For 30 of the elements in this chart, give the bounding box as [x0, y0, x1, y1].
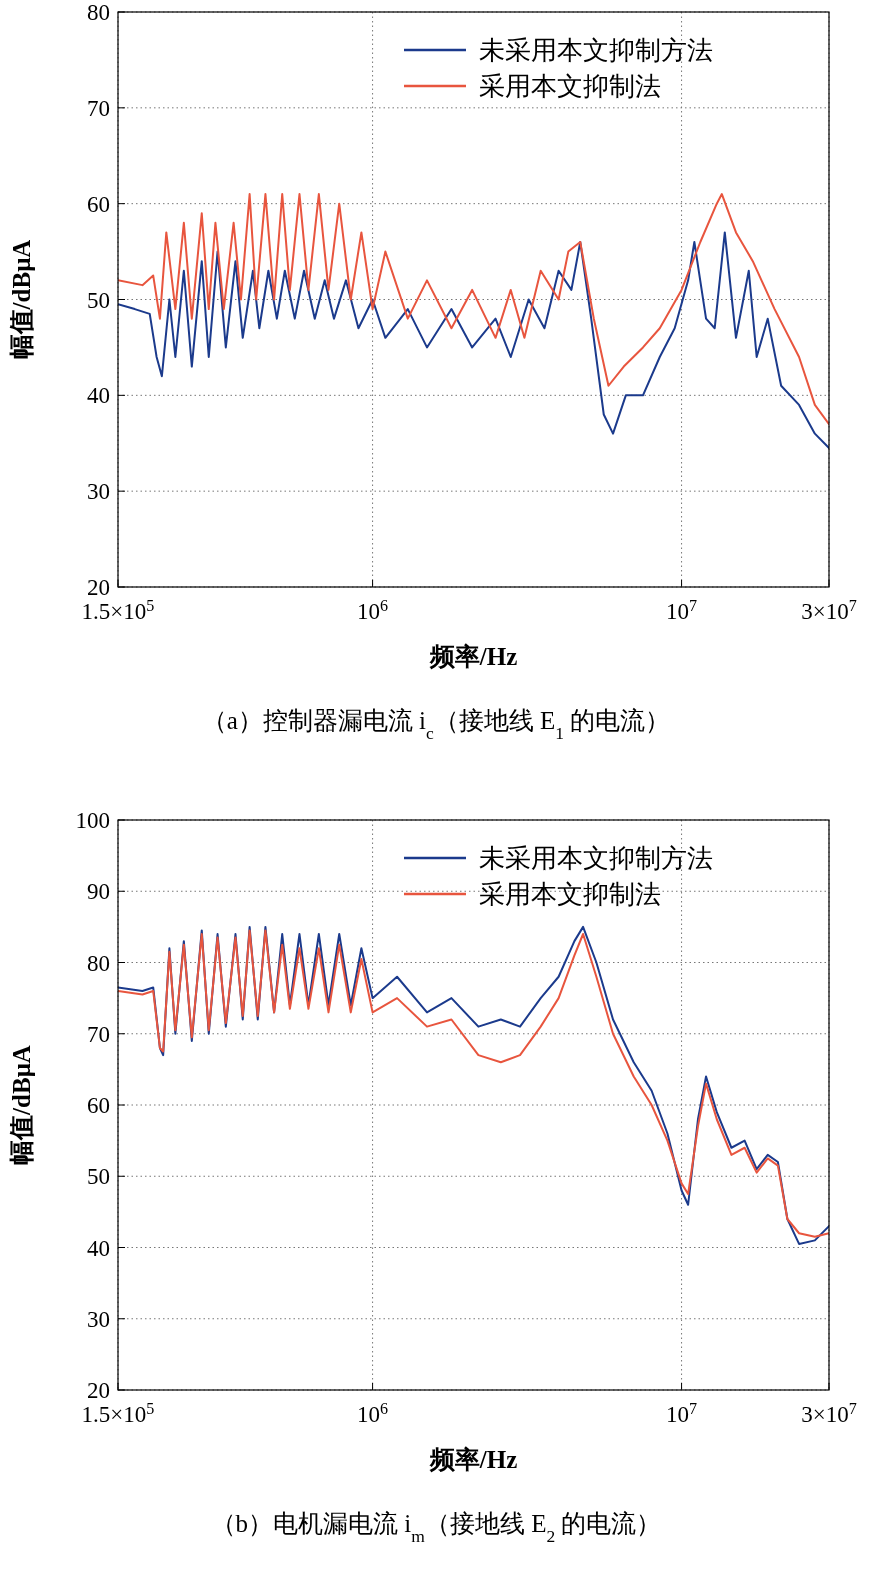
text: （a）控制器漏电流 i$_{c}$（接地线 E$_{1}$ 的电流） — [201, 707, 671, 743]
x-axis-title: 频率/Hz — [428, 643, 518, 670]
y-tick-label: 100 — [75, 808, 110, 833]
text: （b）电机漏电流 i$_{m}$（接地线 E$_{2}$ 的电流） — [210, 1510, 662, 1546]
x-axis-title: 频率/Hz — [428, 1446, 518, 1473]
y-tick-label: 60 — [87, 1093, 110, 1118]
x-tick-label: 3×10$^{7}$ — [801, 1399, 857, 1427]
y-tick-label: 70 — [87, 95, 110, 121]
y-tick-label: 80 — [87, 0, 110, 25]
y-tick-label: 40 — [87, 1235, 110, 1261]
legend-label: 采用本文抑制法 — [479, 880, 661, 909]
x-tick-label: 3×10$^{7}$ — [801, 596, 857, 624]
y-tick-label: 90 — [87, 879, 110, 905]
x-tick-label: 10$^{6}$ — [357, 596, 389, 624]
y-tick-label: 30 — [87, 1306, 110, 1332]
legend-label: 采用本文抑制法 — [479, 72, 661, 101]
y-tick-label: 40 — [87, 383, 110, 409]
x-tick-label: 10$^{7}$ — [666, 596, 698, 624]
y-tick-label: 80 — [87, 950, 110, 976]
y-axis-title: 幅值/dBμA — [8, 1045, 35, 1165]
x-tick-label: 10$^{7}$ — [666, 1399, 698, 1427]
y-axis-title: 幅值/dBμA — [8, 239, 35, 360]
y-tick-label: 60 — [87, 191, 110, 217]
y-tick-label: 50 — [87, 1164, 110, 1190]
y-tick-label: 30 — [87, 479, 110, 505]
x-tick-label: 10$^{6}$ — [357, 1399, 389, 1427]
legend-label: 未采用本文抑制方法 — [479, 844, 713, 873]
y-tick-label: 50 — [87, 287, 110, 313]
legend-label: 未采用本文抑制方法 — [479, 36, 713, 65]
y-tick-label: 70 — [87, 1021, 110, 1047]
